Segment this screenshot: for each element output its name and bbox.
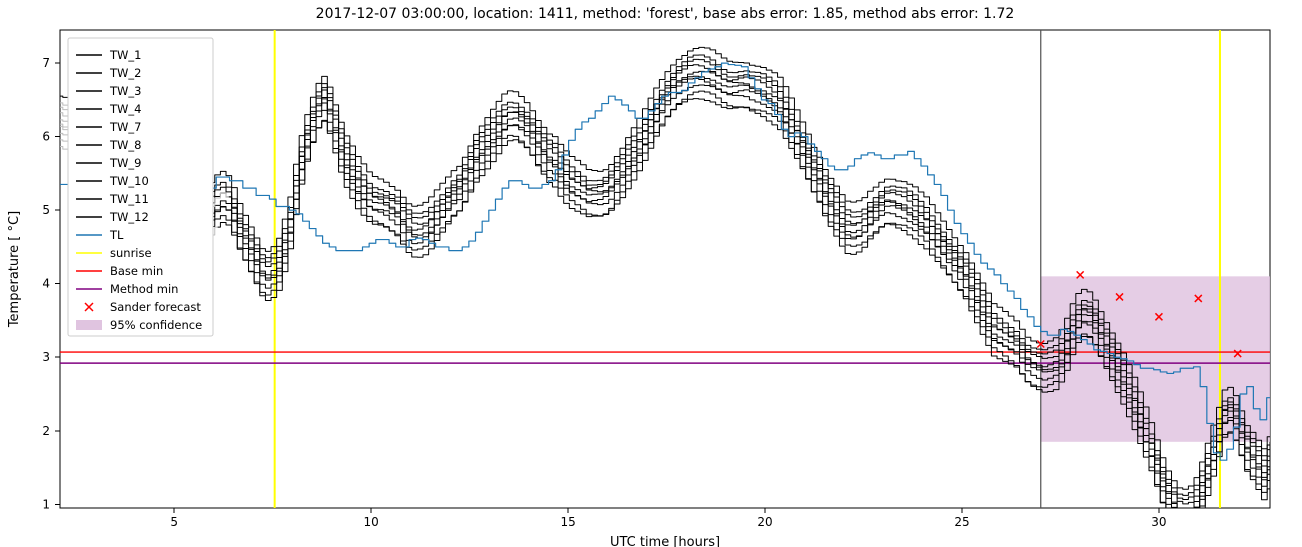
y-axis-label: Temperature [ °C] xyxy=(7,211,22,328)
legend-item-label: Sander forecast xyxy=(110,300,201,314)
y-tick-label: 5 xyxy=(42,203,50,217)
legend-item-label: TW_11 xyxy=(109,192,149,206)
legend-item-label: 95% confidence xyxy=(110,318,202,332)
legend-item-label: TW_4 xyxy=(109,102,141,116)
chart-svg: 5 10 15 20 25 30 1 2 3 4 5 6 7 2017-12-07 03:00:00, l… xyxy=(0,0,1302,547)
legend: TW_1 TW_2 TW_3 TW_4 TW_7 TW_8 TW_9 TW_10 TW_11 TW… xyxy=(68,38,213,336)
x-tick-label: 20 xyxy=(757,515,772,529)
legend-item-label: TW_9 xyxy=(109,156,141,170)
legend-item-label: Method min xyxy=(110,282,178,296)
y-tick-label: 4 xyxy=(42,277,50,291)
x-tick-label: 5 xyxy=(170,515,178,529)
chart-container: 5 10 15 20 25 30 1 2 3 4 5 6 7 2017-12-07 03:00:00, l… xyxy=(0,0,1302,547)
y-tick-label: 3 xyxy=(42,350,50,364)
x-tick-label: 30 xyxy=(1151,515,1166,529)
y-tick-label: 1 xyxy=(42,497,50,511)
legend-item-label: TW_1 xyxy=(109,48,141,62)
y-tick-label: 2 xyxy=(42,424,50,438)
x-tick-label: 15 xyxy=(560,515,575,529)
legend-item-label: sunrise xyxy=(110,246,152,260)
x-tick-label: 25 xyxy=(954,515,969,529)
legend-item-label: Base min xyxy=(110,264,163,278)
legend-item-label: TW_7 xyxy=(109,120,141,134)
chart-title: 2017-12-07 03:00:00, location: 1411, met… xyxy=(316,6,1015,22)
legend-item-label: TW_3 xyxy=(109,84,141,98)
y-tick-label: 7 xyxy=(42,56,50,70)
confidence-patch xyxy=(1041,276,1270,441)
legend-item-label: TW_8 xyxy=(109,138,141,152)
x-axis-label: UTC time [hours] xyxy=(610,535,720,547)
legend-item-label: TL xyxy=(109,228,124,242)
legend-item-label: TW_10 xyxy=(109,174,149,188)
x-tick-label: 10 xyxy=(364,515,379,529)
legend-item-label: TW_12 xyxy=(109,210,149,224)
legend-item-label: TW_2 xyxy=(109,66,141,80)
y-tick-label: 6 xyxy=(42,130,50,144)
